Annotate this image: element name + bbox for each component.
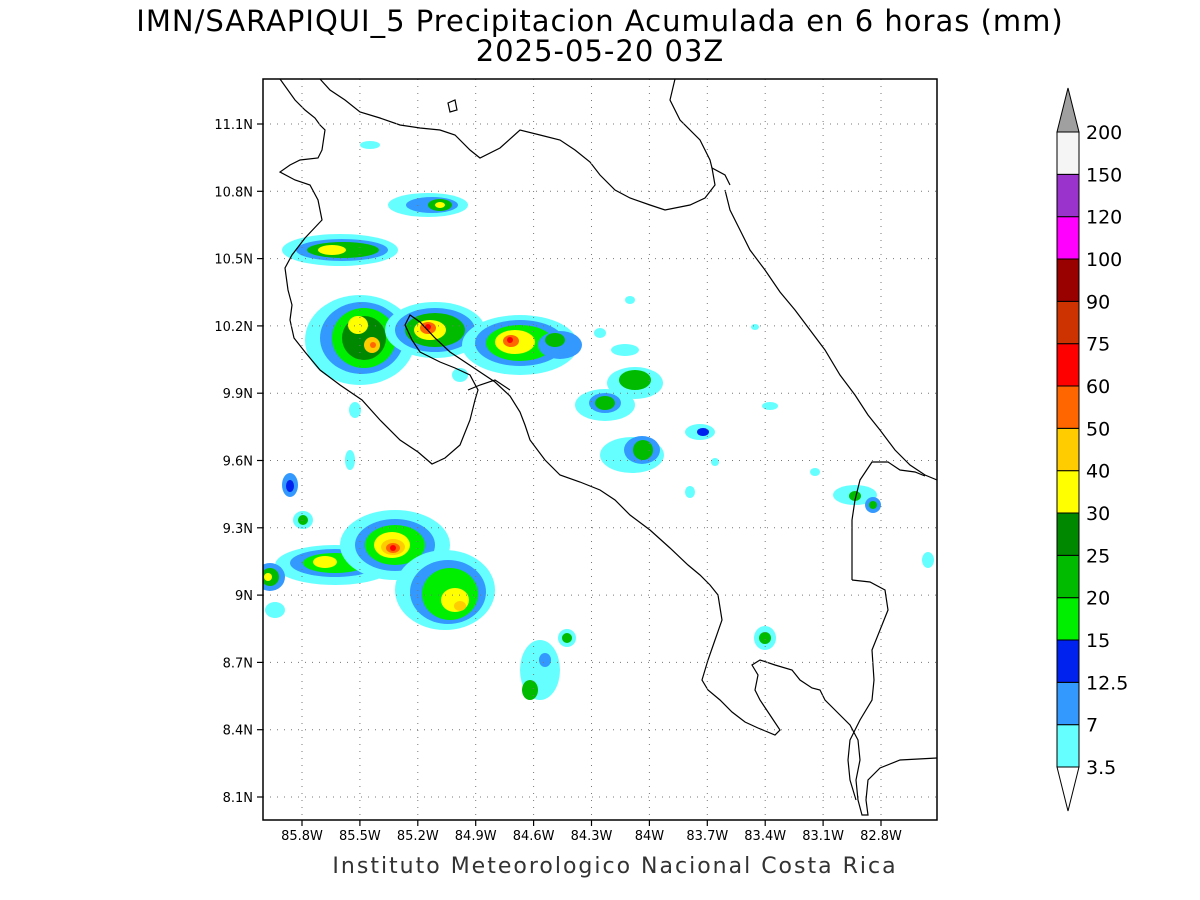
colorbar-swatch [1056,470,1080,514]
lat-tick-label: 9.9N [223,387,253,402]
colorbar-swatch [1056,427,1080,472]
precip-cell [575,389,635,421]
colorbar-swatch [1056,597,1080,641]
precip-cell [282,473,298,497]
lat-tick-label: 11.1N [214,118,253,133]
colorbar-level-label: 3.5 [1086,757,1116,779]
lon-tick-label: 83.7W [686,829,728,844]
colorbar-swatch [1056,724,1080,768]
lat-tick-label: 8.7N [223,656,253,671]
lon-tick-label: 84W [635,829,665,844]
colorbar-swatch [1056,131,1080,175]
colorbar-level-label: 40 [1086,461,1110,483]
colorbar-level-label: 15 [1086,630,1110,652]
precip-cell [305,295,415,385]
lon-tick-label: 84.6W [513,829,555,844]
colorbar-swatch [1056,554,1080,599]
precipitation-field [263,141,934,700]
map-title: IMN/SARAPIQUI_5 Precipitacion Acumulada … [136,4,1064,38]
colorbar-swatch [1056,639,1080,683]
lon-tick-label: 83.1W [802,829,844,844]
colorbar-level-label: 150 [1086,164,1122,186]
graticule [263,79,937,820]
lon-tick-label: 85.2W [397,829,439,844]
map-datetime: 2025-05-20 03Z [475,34,725,68]
colorbar-level-label: 7 [1086,715,1098,737]
lat-tick-label: 9.3N [223,522,253,537]
colorbar-swatch [1056,258,1080,302]
colorbar-swatch [1056,300,1080,345]
lat-tick-label: 9N [235,589,253,604]
precip-cell [462,315,578,375]
colorbar-level-label: 25 [1086,545,1110,567]
colorbar-level-label: 12.5 [1086,672,1128,694]
colorbar-swatch [1056,512,1080,556]
colorbar-level-label: 75 [1086,334,1110,356]
colorbar-level-label: 50 [1086,418,1110,440]
lon-tick-label: 83.4W [744,829,786,844]
colorbar-level-label: 90 [1086,291,1110,313]
precip-cell [395,550,495,630]
precip-cell [538,331,582,359]
precip-cell [558,629,576,647]
colorbar-legend: 3.5 7 12.5 15 20 25 30 40 50 60 75 90 100 120 150 200 [1056,87,1128,812]
precip-cell [263,563,285,591]
precip-cell [388,193,468,217]
lat-tick-label: 10.2N [214,320,253,335]
lat-tick-label: 9.6N [223,455,253,470]
precip-cell [607,367,663,399]
lon-tick-label: 82.8W [860,829,902,844]
lat-axis: 11.1N 10.8N 10.5N 10.2N 9.9N 9.6N 9.3N 9N 8.7N 8.… [214,118,263,806]
lon-tick-label: 84.9W [455,829,497,844]
lon-tick-label: 85.5W [339,829,381,844]
precip-cell [833,485,881,513]
colorbar-swatch [1056,173,1080,218]
precip-scattered-cells [265,141,934,618]
colorbar-level-label: 30 [1086,503,1110,525]
colorbar-level-label: 100 [1086,249,1122,271]
colorbar-level-label: 20 [1086,588,1110,610]
lat-tick-label: 8.4N [223,724,253,739]
colorbar-swatch [1056,385,1080,429]
map-frame [262,78,938,821]
colorbar-swatch [1056,216,1080,260]
lon-tick-label: 84.3W [571,829,613,844]
precip-cell [293,511,313,529]
colorbar-swatch [1056,681,1080,726]
colorbar-under-arrow [1056,766,1080,812]
colorbar-level-label: 120 [1086,207,1122,229]
lat-tick-label: 8.1N [223,791,253,806]
precip-cell [600,436,664,473]
precip-cell [754,626,776,650]
precip-cell [520,640,560,700]
lat-tick-label: 10.5N [214,253,253,268]
precip-cell [282,234,398,266]
lon-axis: 85.8W 85.5W 85.2W 84.9W 84.6W 84.3W 84W 83.7W 83… [281,820,902,844]
lon-tick-label: 85.8W [281,829,323,844]
footer-credit: Instituto Meteorologico Nacional Costa R… [332,854,898,879]
colorbar-level-label: 60 [1086,376,1110,398]
lat-tick-label: 10.8N [214,185,253,200]
precip-cell [685,424,715,440]
coastlines [278,79,937,816]
colorbar-over-arrow [1056,87,1080,133]
colorbar-level-label: 200 [1086,122,1122,144]
colorbar-swatch [1056,343,1080,387]
